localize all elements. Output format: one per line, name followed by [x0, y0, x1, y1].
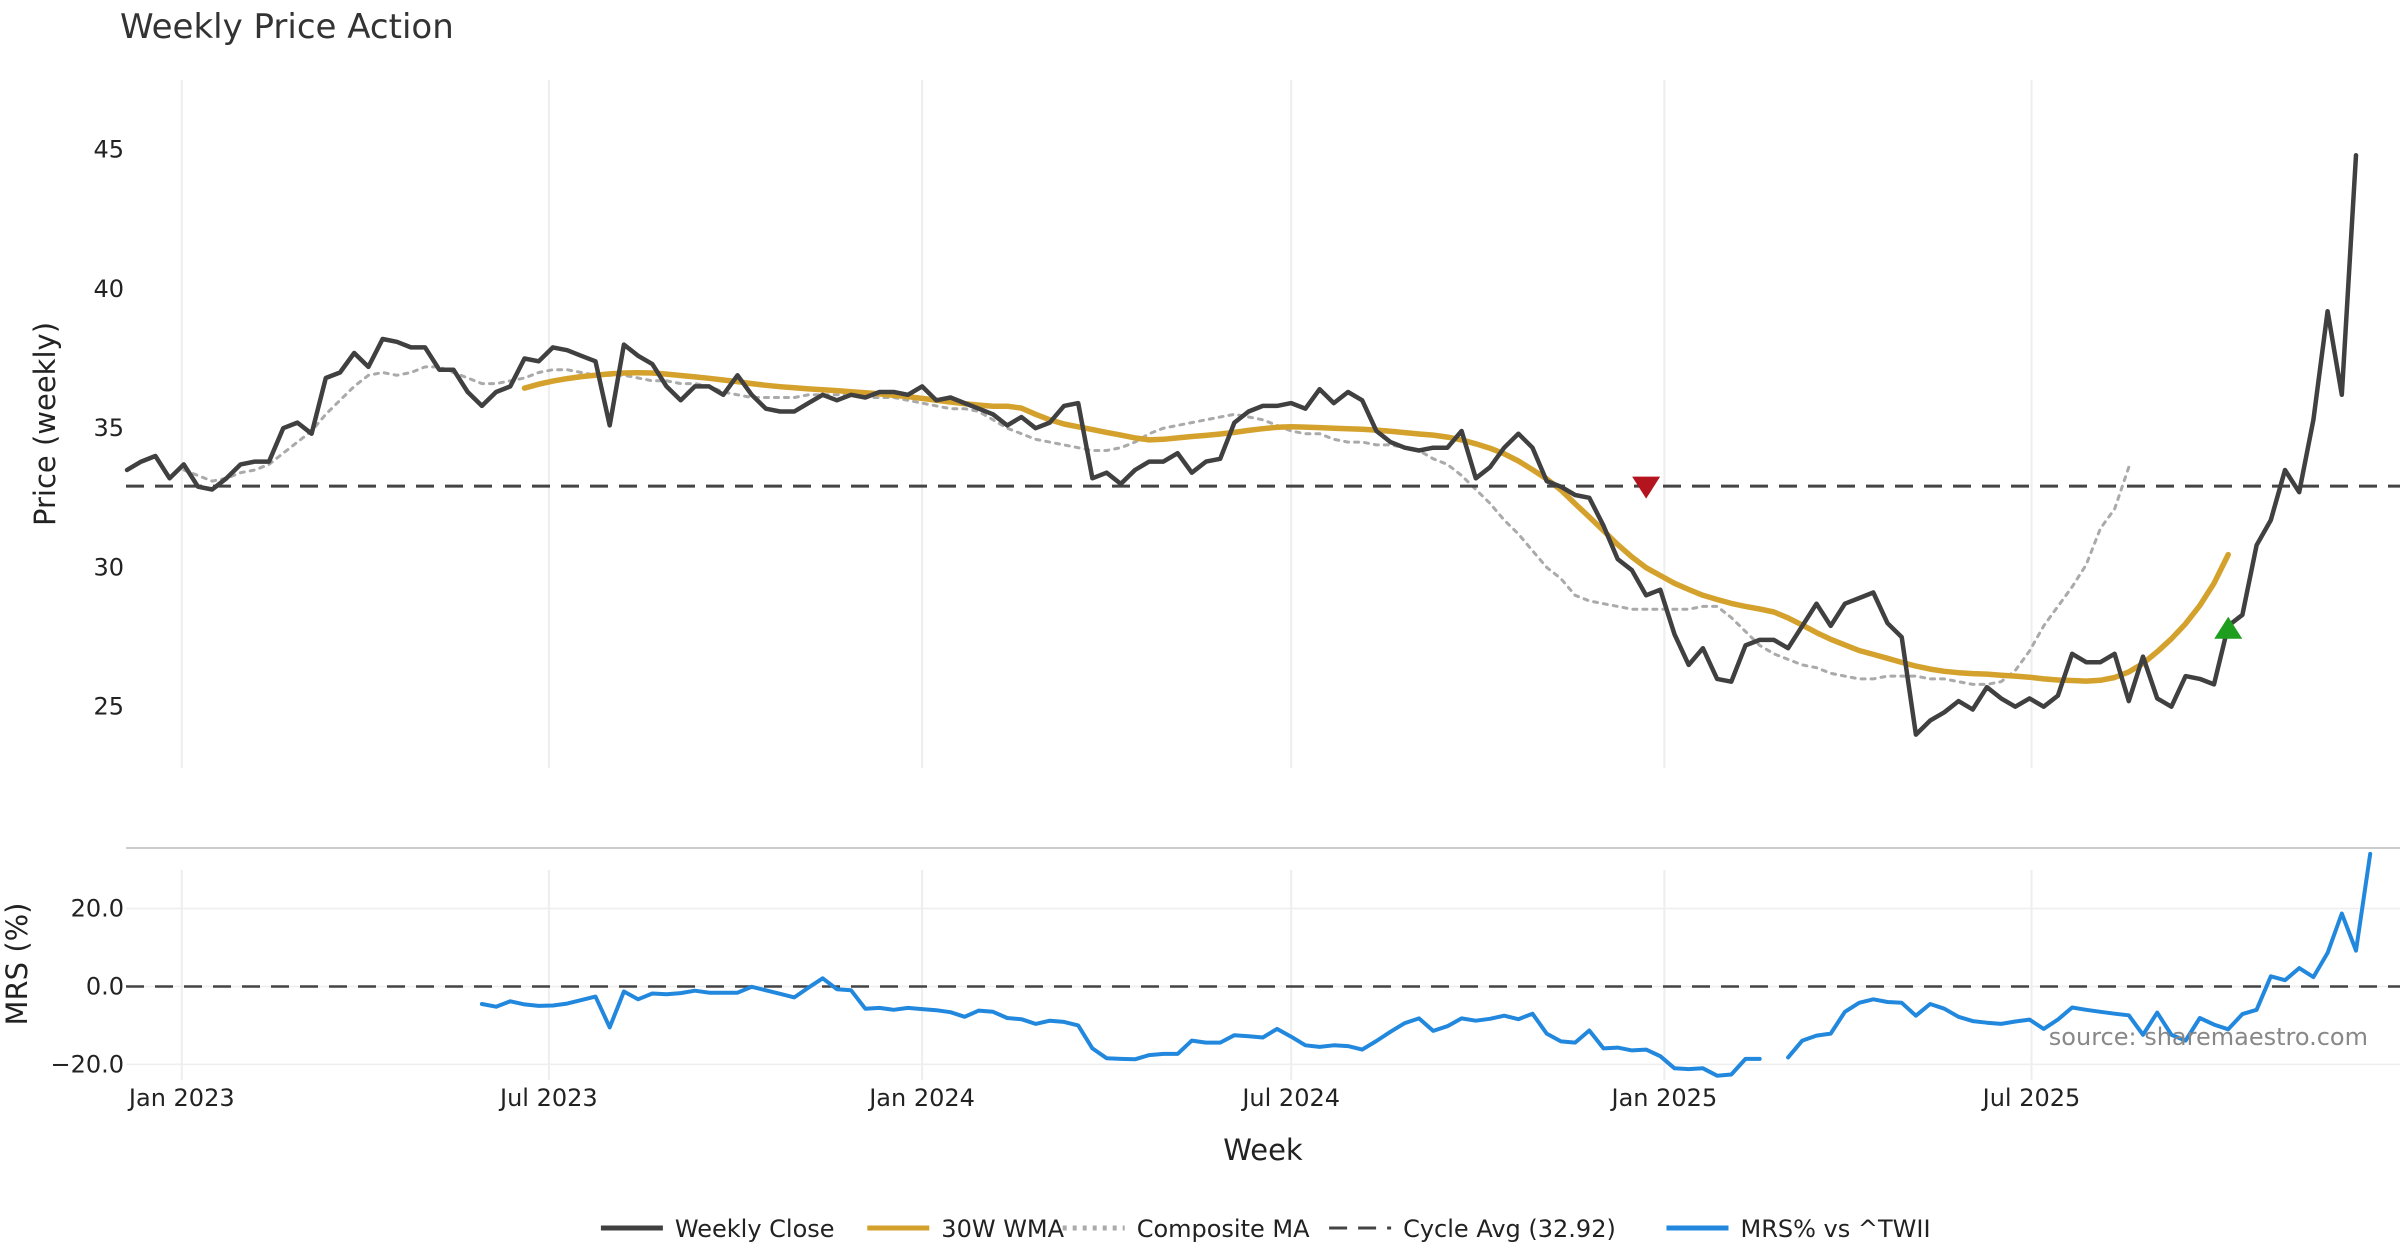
legend-label: 30W WMA [941, 1215, 1064, 1243]
price-y-axis-label: Price (weekly) [28, 322, 62, 526]
x-axis-ticks: Jan 2023 Jul 2023 Jan 2024 Jul 2024 Jan 2025… [127, 1084, 2080, 1112]
legend: Weekly Close 30W WMA Composite MA Cycle Avg… [600, 1215, 1931, 1243]
chart-title: Weekly Price Action [120, 7, 454, 47]
wma-30w-line [521, 369, 2231, 684]
mrs-y-tick-label: 20.0 [71, 894, 124, 922]
mrs-y-axis-label: MRS (%) [0, 903, 34, 1026]
legend-label: MRS% vs ^TWII [1741, 1215, 1931, 1243]
legend-label: Composite MA [1137, 1215, 1310, 1243]
x-tick-label: Jan 2025 [1610, 1084, 1718, 1112]
mrs-y-tick-label: 0.0 [86, 972, 124, 1000]
mrs-y-tick-label: −20.0 [50, 1050, 124, 1078]
price-y-tick-label: 45 [93, 136, 124, 164]
weekly-close-line [124, 152, 2359, 737]
price-panel-grid [180, 80, 2033, 768]
price-y-axis: 25 30 35 40 45 [93, 136, 124, 721]
mrs-line [1786, 851, 2373, 1060]
mrs-line [479, 976, 1762, 1078]
sell-signal-marker [1632, 476, 1661, 499]
price-y-tick-label: 30 [93, 553, 124, 581]
mrs-y-axis: 20.0 0.0 −20.0 [50, 894, 124, 1078]
x-tick-label: Jan 2024 [867, 1084, 975, 1112]
signal-markers [1632, 476, 2243, 639]
price-y-tick-label: 35 [93, 414, 124, 442]
source-note: source: sharemaestro.com [2049, 1023, 2368, 1051]
legend-label: Weekly Close [675, 1215, 835, 1243]
buy-signal-marker [2214, 616, 2243, 639]
mrs-series-group [126, 851, 2400, 1078]
price-y-tick-label: 25 [93, 693, 124, 721]
price-y-tick-label: 40 [93, 275, 124, 303]
x-tick-label: Jan 2023 [127, 1084, 235, 1112]
x-tick-label: Jul 2025 [1981, 1084, 2081, 1112]
legend-label: Cycle Avg (32.92) [1403, 1215, 1616, 1243]
price-series-group [124, 152, 2400, 737]
x-tick-label: Jul 2024 [1240, 1084, 1340, 1112]
x-axis-label: Week [1223, 1133, 1303, 1167]
composite-ma-line [182, 365, 2131, 686]
x-tick-label: Jul 2023 [498, 1084, 598, 1112]
